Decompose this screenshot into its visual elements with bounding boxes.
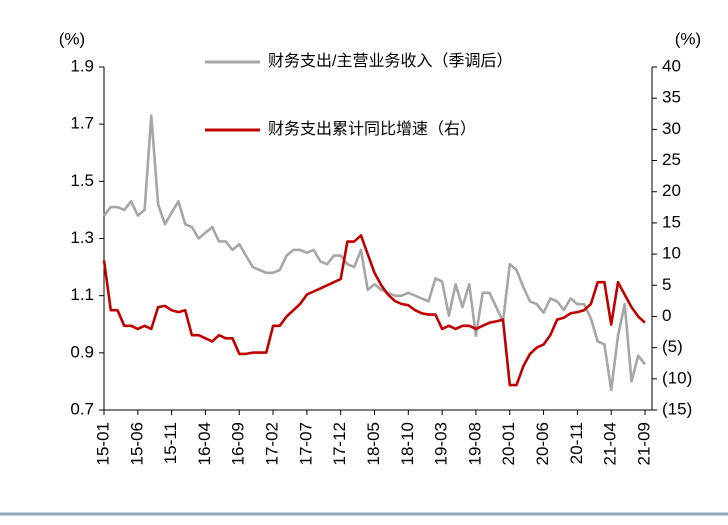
x-tick-label: 16-09 [229, 422, 248, 465]
x-tick-label: 17-07 [296, 422, 315, 465]
y-tick-label: 1.3 [70, 228, 94, 247]
x-tick-label: 19-03 [432, 422, 451, 465]
x-tick-label: 15-06 [127, 422, 146, 465]
x-tick-label: 17-12 [330, 422, 349, 465]
x-tick-label: 17-02 [263, 422, 282, 465]
y2-tick-label: 5 [662, 275, 671, 294]
legend-label: 财务支出累计同比增速（右） [268, 120, 476, 138]
x-tick-label: 20-01 [499, 422, 518, 465]
y-tick-label: 0.7 [70, 399, 94, 418]
x-tick-label: 16-04 [195, 422, 214, 465]
x-tick-label: 21-09 [634, 422, 653, 465]
y-tick-label: 0.9 [70, 342, 94, 361]
y2-tick-label: 30 [662, 119, 681, 138]
x-tick-label: 15-01 [93, 422, 112, 465]
y-tick-label: 1.5 [70, 171, 94, 190]
x-tick-label: 15-11 [161, 422, 180, 464]
y2-tick-label: 0 [662, 306, 671, 325]
legend-label: 财务支出/主营业务收入（季调后） [268, 52, 512, 70]
y2-tick-label: 10 [662, 244, 681, 263]
x-tick-label: 20-06 [533, 422, 552, 465]
y2-tick-label: (5) [662, 337, 683, 356]
y-tick-label: 1.9 [70, 56, 94, 75]
x-tick-label: 18-05 [364, 422, 383, 465]
y2-unit: (%) [675, 29, 701, 48]
y-tick-label: 1.7 [70, 114, 94, 133]
x-tick-label: 20-11 [567, 422, 586, 464]
y2-tick-label: (10) [662, 368, 692, 387]
series-line [102, 114, 647, 392]
x-tick-label: 19-08 [465, 422, 484, 465]
y2-tick-label: (15) [662, 399, 692, 418]
y2-tick-label: 40 [662, 56, 681, 75]
y-tick-label: 1.1 [70, 285, 94, 304]
y2-tick-label: 25 [662, 150, 681, 169]
y2-tick-label: 15 [662, 212, 681, 231]
y2-tick-label: 20 [662, 181, 681, 200]
x-tick-label: 18-10 [398, 422, 417, 465]
y2-tick-label: 35 [662, 88, 681, 107]
y-unit: (%) [59, 29, 85, 48]
x-tick-label: 21-04 [601, 422, 620, 465]
series-line [102, 234, 646, 387]
